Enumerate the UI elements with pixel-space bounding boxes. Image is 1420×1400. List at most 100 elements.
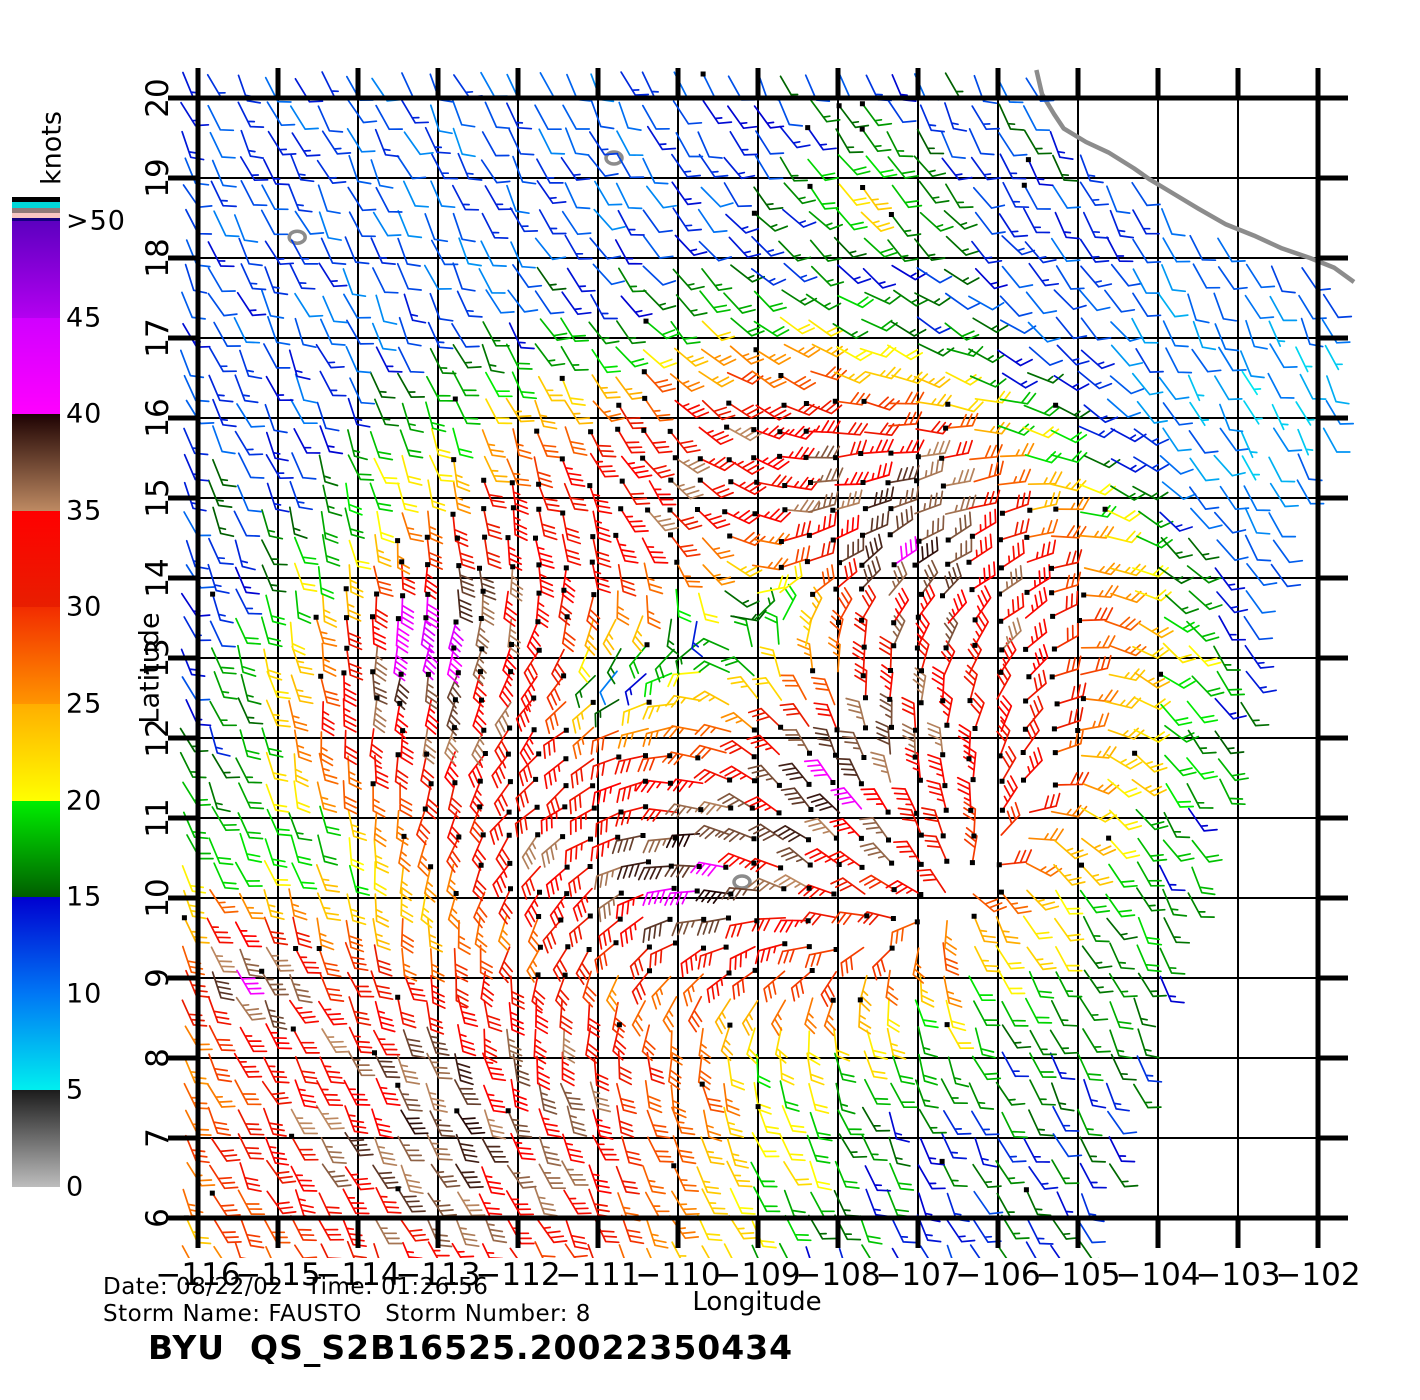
wind-barb <box>290 1108 319 1135</box>
wind-barb <box>397 346 425 374</box>
wind-barb <box>918 515 945 543</box>
wind-barb <box>779 1080 800 1112</box>
wind-barb <box>1132 238 1162 264</box>
wind-barb <box>239 729 262 761</box>
wind-barb <box>182 1188 206 1219</box>
wind-barb <box>807 158 840 182</box>
wind-barb <box>972 1163 1002 1189</box>
wind-barb <box>615 1165 640 1195</box>
wind-barb <box>689 744 727 759</box>
wind-barb <box>375 186 403 213</box>
wind-barb <box>430 239 459 266</box>
wind-barb <box>1165 783 1195 808</box>
wind-barb <box>1136 887 1166 912</box>
wind-barb <box>901 723 917 758</box>
wind-barb <box>211 159 237 188</box>
wind-barb <box>506 184 530 215</box>
wind-barb <box>534 399 558 430</box>
wind-barb <box>1135 808 1169 831</box>
wind-barb <box>560 156 591 181</box>
wind-barb <box>371 670 388 705</box>
wind-barb <box>968 533 993 564</box>
wind-barb <box>1187 807 1218 832</box>
wind-barb <box>289 262 316 290</box>
wind-barb <box>969 375 1007 388</box>
x-tick-label: −109 <box>715 1257 800 1293</box>
wind-barb <box>263 889 285 921</box>
wind-barb <box>400 594 415 631</box>
wind-barb <box>534 537 555 569</box>
wind-barb <box>665 803 702 818</box>
wind-barb <box>878 635 893 672</box>
wind-barb <box>861 102 893 127</box>
wind-barb <box>995 1160 1025 1185</box>
wind-barb <box>926 779 948 812</box>
wind-barb <box>999 153 1027 180</box>
wind-barb <box>348 864 371 896</box>
wind-barb <box>370 159 394 189</box>
wind-barb <box>400 1109 429 1135</box>
wind-barb <box>320 510 339 544</box>
wind-barb <box>564 1243 588 1258</box>
wind-barb <box>618 267 647 293</box>
wind-barb <box>427 321 454 350</box>
wind-barb <box>183 1082 211 1110</box>
wind-barb <box>293 780 311 814</box>
wind-barb <box>1109 209 1135 239</box>
wind-barb <box>917 439 951 458</box>
wind-barb <box>943 975 963 1008</box>
wind-barb <box>918 180 950 204</box>
wind-barb <box>974 1137 998 1168</box>
wind-barb <box>452 262 476 292</box>
wind-barb <box>649 942 677 969</box>
wind-barb <box>261 509 284 540</box>
wind-barb <box>447 781 462 819</box>
wind-barb <box>646 1109 671 1139</box>
wind-barb <box>348 996 372 1026</box>
wind-barb <box>835 757 863 785</box>
wind-barb <box>316 401 340 432</box>
wind-barb <box>345 482 363 516</box>
wind-barb <box>699 290 731 314</box>
wind-barb <box>417 839 430 877</box>
wind-barb <box>820 971 837 1007</box>
wind-barb <box>1081 807 1118 823</box>
wind-barb <box>321 130 352 155</box>
wind-barb <box>1186 783 1214 809</box>
wind-barb <box>1187 729 1217 755</box>
wind-barb <box>455 1163 484 1189</box>
wind-barb <box>342 780 358 815</box>
wind-barb <box>1028 644 1049 678</box>
x-tick-label: −110 <box>635 1257 720 1293</box>
wind-barb <box>808 211 844 231</box>
wind-barb <box>1029 1029 1058 1056</box>
wind-barb <box>267 130 297 156</box>
wind-barb <box>1079 154 1104 184</box>
wind-barb <box>1055 889 1084 915</box>
wind-barb <box>1026 564 1051 594</box>
wind-barb <box>261 727 284 758</box>
wind-barb <box>343 293 372 319</box>
wind-barb <box>755 404 792 421</box>
wind-barb <box>746 1027 759 1065</box>
wind-barb <box>837 294 874 309</box>
wind-barb <box>539 318 571 342</box>
wind-barb <box>211 593 234 624</box>
wind-barb <box>642 887 675 907</box>
wind-barb <box>974 390 1011 404</box>
wind-barb <box>426 1133 453 1161</box>
wind-barb <box>543 729 568 760</box>
wind-barb <box>1214 567 1246 591</box>
x-tick-label: −113 <box>395 1257 480 1293</box>
wind-barb <box>1132 268 1161 294</box>
wind-barb <box>212 425 236 455</box>
wind-barb <box>1026 946 1057 971</box>
wind-barb <box>264 838 288 868</box>
wind-barb <box>446 836 461 873</box>
wind-barb <box>261 564 287 593</box>
wind-barb <box>400 887 414 923</box>
wind-barb <box>538 1082 558 1115</box>
wind-barb <box>315 1104 345 1130</box>
wind-barb <box>420 753 435 790</box>
wind-barb <box>478 567 497 601</box>
